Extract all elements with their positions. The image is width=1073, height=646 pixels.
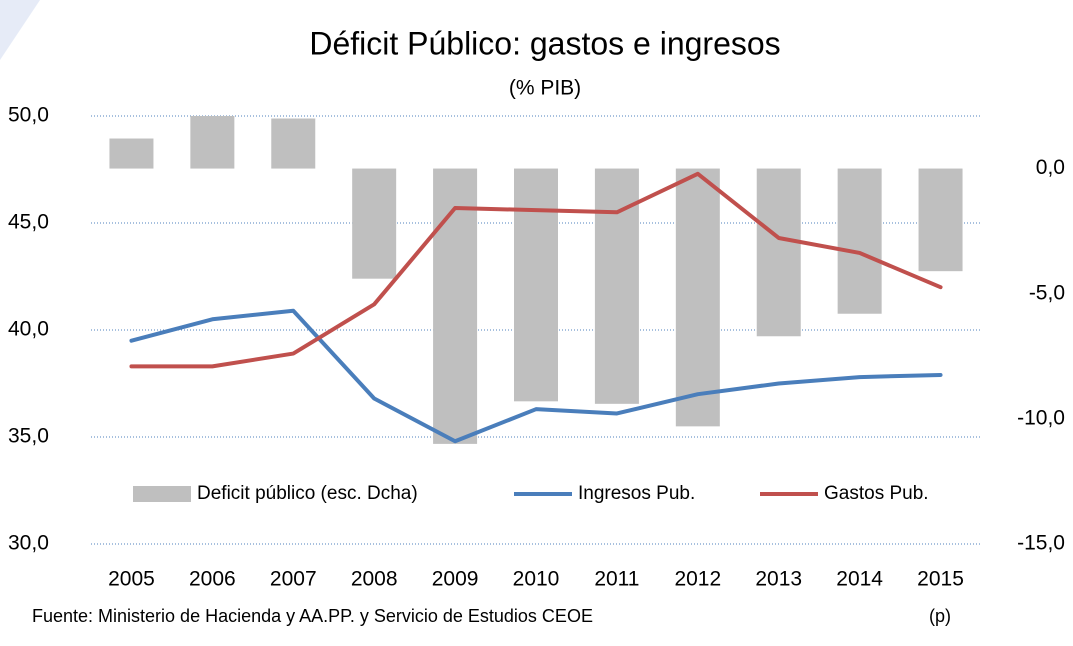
legend-label: Gastos Pub. (824, 483, 929, 504)
y-tick-label: 35,0 (8, 425, 49, 448)
y2-tick-label: -15,0 (1017, 532, 1065, 555)
bar (433, 168, 478, 444)
legend-swatch (133, 486, 191, 502)
x-tick-label: 2011 (594, 568, 639, 591)
bar (352, 168, 397, 279)
x-tick-label: 2009 (432, 568, 479, 591)
legend-label: Deficit público (esc. Dcha) (197, 483, 418, 504)
bar (109, 138, 154, 169)
bar (675, 168, 720, 427)
y2-tick-label: -10,0 (1017, 406, 1065, 429)
chart-title: Déficit Público: gastos e ingresos (309, 25, 780, 61)
source: Fuente: Ministerio de Hacienda y AA.PP. … (32, 606, 593, 626)
x-tick-label: 2010 (513, 568, 560, 591)
bar (837, 168, 882, 314)
plot-area (109, 116, 963, 444)
legend-label: Ingresos Pub. (578, 483, 695, 504)
x-tick-label: 2015 (917, 568, 964, 591)
y2-tick-label: 0,0 (1036, 156, 1065, 179)
bar (271, 118, 316, 169)
bar (594, 168, 639, 404)
chart-subtitle: (% PIB) (509, 77, 581, 100)
x-tick-label: 2006 (189, 568, 236, 591)
y2-tick-label: -5,0 (1029, 281, 1065, 304)
y-tick-label: 30,0 (8, 532, 49, 555)
bar (190, 116, 235, 169)
x-tick-label: 2007 (270, 568, 317, 591)
x-tick-label: 2013 (755, 568, 802, 591)
bar (756, 168, 801, 337)
note: (p) (929, 606, 951, 626)
x-tick-label: 2008 (351, 568, 398, 591)
y-tick-label: 40,0 (8, 318, 49, 341)
y-tick-label: 50,0 (8, 104, 49, 127)
bar (918, 168, 963, 272)
decoration (0, 0, 40, 60)
y-tick-label: 45,0 (8, 211, 49, 234)
bar (514, 168, 558, 402)
x-tick-label: 2012 (674, 568, 721, 591)
x-tick-label: 2005 (108, 568, 155, 591)
x-tick-label: 2014 (836, 568, 883, 591)
line (129, 171, 943, 369)
line (129, 308, 943, 444)
